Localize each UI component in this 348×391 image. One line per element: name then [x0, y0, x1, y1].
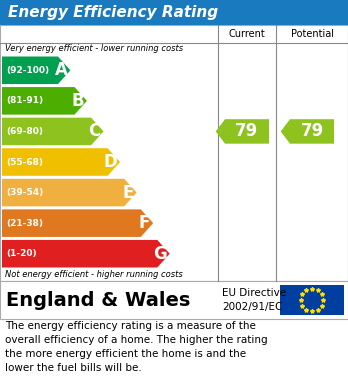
- Text: EU Directive
2002/91/EC: EU Directive 2002/91/EC: [222, 288, 286, 312]
- Polygon shape: [2, 179, 137, 206]
- Text: Not energy efficient - higher running costs: Not energy efficient - higher running co…: [5, 270, 183, 279]
- Text: A: A: [55, 61, 68, 79]
- Text: (69-80): (69-80): [6, 127, 43, 136]
- Bar: [0, 25, 348, 281]
- Text: Potential: Potential: [291, 29, 333, 39]
- Text: Energy Efficiency Rating: Energy Efficiency Rating: [8, 5, 218, 20]
- Text: (92-100): (92-100): [6, 66, 49, 75]
- Bar: [280, 285, 344, 315]
- Text: (1-20): (1-20): [6, 249, 37, 258]
- Polygon shape: [2, 240, 170, 267]
- Text: 79: 79: [300, 122, 324, 140]
- Text: (39-54): (39-54): [6, 188, 43, 197]
- Bar: [0, 281, 348, 319]
- Text: The energy efficiency rating is a measure of the
overall efficiency of a home. T: The energy efficiency rating is a measur…: [5, 321, 268, 373]
- Polygon shape: [2, 57, 70, 84]
- Text: B: B: [71, 92, 84, 110]
- Polygon shape: [216, 119, 269, 143]
- Bar: [0, 0, 348, 25]
- Text: 79: 79: [235, 122, 259, 140]
- Text: C: C: [88, 122, 101, 140]
- Text: (81-91): (81-91): [6, 96, 43, 105]
- Text: (55-68): (55-68): [6, 158, 43, 167]
- Polygon shape: [2, 87, 87, 115]
- Polygon shape: [2, 118, 103, 145]
- Text: Very energy efficient - lower running costs: Very energy efficient - lower running co…: [5, 44, 183, 53]
- Text: F: F: [139, 214, 150, 232]
- Text: Current: Current: [229, 29, 266, 39]
- Text: E: E: [122, 183, 134, 202]
- Text: D: D: [103, 153, 117, 171]
- Text: England & Wales: England & Wales: [6, 291, 190, 310]
- Text: G: G: [153, 245, 167, 263]
- Text: (21-38): (21-38): [6, 219, 43, 228]
- Polygon shape: [281, 119, 334, 143]
- Polygon shape: [2, 148, 120, 176]
- Polygon shape: [2, 209, 153, 237]
